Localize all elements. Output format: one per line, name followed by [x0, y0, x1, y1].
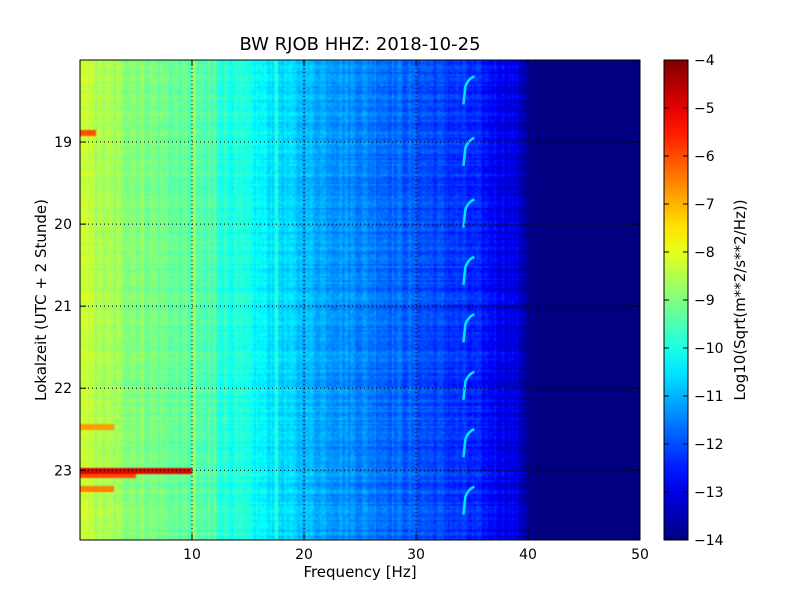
- colorbar-tick-label: −4: [694, 53, 715, 69]
- x-tick-label: 50: [631, 547, 649, 563]
- x-axis-label: Frequency [Hz]: [303, 563, 416, 581]
- y-tick-label: 20: [54, 217, 72, 233]
- hook-feature: [462, 485, 475, 515]
- y-tick-label: 19: [54, 135, 72, 151]
- colorbar-tick-label: −6: [694, 149, 715, 165]
- hook-feature: [462, 428, 475, 458]
- hook-feature: [462, 313, 475, 343]
- spectrogram-raster: [80, 60, 640, 540]
- colorbar-tick-label: −7: [694, 197, 715, 213]
- x-tick-label: 30: [407, 547, 425, 563]
- plot-frame: [79, 59, 641, 541]
- x-tick-label: 10: [183, 547, 201, 563]
- colorbar-tick-label: −14: [694, 533, 724, 549]
- colorbar: −4 −5 −6 −7 −8 −9 −10 −11 −12 −13 −14: [663, 53, 724, 549]
- hook-feature: [462, 370, 475, 400]
- colorbar-tick-label: −13: [694, 485, 724, 501]
- y-axis-label: Lokalzeit (UTC + 2 Stunde): [32, 199, 50, 401]
- colorbar-tick-label: −5: [694, 101, 715, 117]
- colorbar-tick-label: −11: [694, 389, 724, 405]
- colorbar-tick-label: −9: [694, 293, 715, 309]
- hook-feature: [462, 198, 475, 228]
- x-tick-label: 40: [519, 547, 537, 563]
- axis-ticks: 10 20 30 40 50 19 20 21 22 23: [54, 60, 649, 563]
- colorbar-tick-label: −12: [694, 437, 724, 453]
- colorbar-label: Log10(Sqrt(m**2/s**2/Hz)): [731, 199, 749, 400]
- hook-feature: [462, 255, 475, 286]
- x-tick-label: 20: [295, 547, 313, 563]
- chart-title: BW RJOB HHZ: 2018-10-25: [239, 34, 480, 55]
- spectrogram-plot: [80, 60, 640, 540]
- y-tick-label: 22: [54, 381, 72, 397]
- colorbar-tick-label: −8: [694, 245, 715, 261]
- y-tick-label: 21: [54, 299, 72, 315]
- y-tick-label: 23: [54, 463, 72, 479]
- hook-feature: [462, 75, 475, 105]
- grid-lines: [80, 60, 640, 540]
- colorbar-tick-label: −10: [694, 341, 724, 357]
